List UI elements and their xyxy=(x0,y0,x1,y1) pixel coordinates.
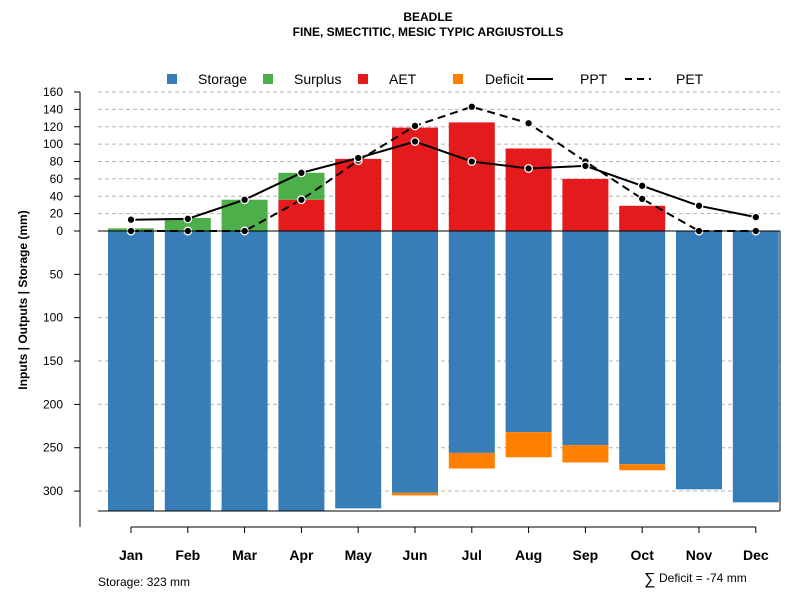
storage-footnote: Storage: 323 mm xyxy=(98,575,190,589)
storage-bar xyxy=(505,231,552,433)
pet-point xyxy=(524,118,534,128)
aet-bar xyxy=(505,148,552,231)
legend-swatch xyxy=(358,74,368,84)
ppt-point xyxy=(183,214,193,224)
ppt-point xyxy=(751,212,761,222)
pet-point xyxy=(410,121,420,131)
ppt-point xyxy=(410,137,420,146)
storage-bar xyxy=(221,231,268,511)
storage-bar xyxy=(278,231,325,511)
aet-bar xyxy=(278,199,325,231)
y-tick-label: 250 xyxy=(43,441,63,455)
y-tick-label: 0 xyxy=(56,224,63,238)
ppt-point xyxy=(353,153,363,163)
pet-point xyxy=(296,195,306,205)
aet-bar xyxy=(335,158,382,231)
pet-point xyxy=(637,194,647,204)
y-tick-label: 160 xyxy=(43,85,63,99)
pet-point xyxy=(467,102,477,112)
y-tick-label: 40 xyxy=(50,189,64,203)
x-tick-label: Mar xyxy=(232,547,257,563)
bars xyxy=(108,122,779,511)
storage-bar xyxy=(164,231,211,511)
ppt-point xyxy=(694,201,704,211)
axes: 0 20 40 60 80 100 120 140 160 50 100 150 200 250 300 Ja… xyxy=(43,85,781,563)
legend-label: Surplus xyxy=(294,71,341,87)
ppt-point xyxy=(524,163,534,173)
storage-bar xyxy=(335,231,382,509)
x-tick-label: Jul xyxy=(462,547,482,563)
y-tick-label: 100 xyxy=(43,311,63,325)
legend-label: Deficit xyxy=(485,71,524,87)
y-tick-label: 200 xyxy=(43,397,63,411)
surplus-bar xyxy=(278,172,325,200)
deficit-bar xyxy=(562,445,609,463)
x-tick-label: Oct xyxy=(631,547,655,563)
x-tick-label: Feb xyxy=(175,547,200,563)
gridlines xyxy=(98,91,780,492)
surplus-bar xyxy=(164,217,211,231)
ppt-point xyxy=(126,215,136,225)
deficit-footnote: Deficit = -74 mm xyxy=(659,571,747,585)
ppt-point xyxy=(467,157,477,166)
deficit-bar xyxy=(448,452,495,469)
aet-bar xyxy=(619,205,666,231)
ppt-point xyxy=(637,181,647,191)
ppt-line xyxy=(130,140,756,221)
y-tick-label: 300 xyxy=(43,484,63,498)
deficit-bar xyxy=(505,432,552,458)
x-tick-label: Sep xyxy=(573,547,599,563)
x-tick-label: Apr xyxy=(289,547,314,563)
legend-label: AET xyxy=(389,71,417,87)
ppt-point xyxy=(580,161,590,171)
y-tick-label: 60 xyxy=(50,172,64,186)
y-tick-label: 80 xyxy=(50,155,64,169)
sum-symbol: ∑ xyxy=(644,571,655,588)
x-tick-label: May xyxy=(345,547,372,563)
chart-title: BEADLE xyxy=(403,10,452,24)
y-tick-label: 50 xyxy=(50,267,64,281)
y-tick-label: 140 xyxy=(43,102,63,116)
storage-bar xyxy=(562,231,609,446)
legend-swatch xyxy=(263,74,273,84)
y-tick-label: 100 xyxy=(43,137,63,151)
legend-swatch xyxy=(453,74,463,84)
y-axis-label: Inputs | Outputs | Storage (mm) xyxy=(16,210,30,389)
legend-label: PET xyxy=(676,71,704,87)
storage-bar xyxy=(108,231,154,511)
deficit-bar xyxy=(619,464,666,471)
ppt-point xyxy=(240,195,250,205)
storage-bar xyxy=(619,231,666,465)
y-tick-label: 120 xyxy=(43,120,63,134)
storage-bar xyxy=(676,231,722,490)
aet-bar xyxy=(562,178,609,231)
y-tick-label: 20 xyxy=(50,207,64,221)
legend-label: Storage xyxy=(198,71,247,87)
chart-subtitle: FINE, SMECTITIC, MESIC TYPIC ARGIUSTOLLS xyxy=(293,25,564,39)
x-tick-label: Jun xyxy=(403,547,428,563)
deficit-bar xyxy=(392,492,438,496)
storage-bar xyxy=(448,231,495,453)
legend: Storage Surplus AET Deficit PPT PET xyxy=(167,71,704,87)
legend-label: PPT xyxy=(580,71,608,87)
aet-bar xyxy=(448,122,495,231)
x-tick-label: Nov xyxy=(686,547,713,563)
legend-swatch xyxy=(167,74,177,84)
x-tick-label: Aug xyxy=(515,547,542,563)
x-tick-label: Jan xyxy=(119,547,143,563)
y-tick-label: 150 xyxy=(43,354,63,368)
storage-bar xyxy=(392,231,438,493)
x-tick-label: Dec xyxy=(743,547,769,563)
storage-bar xyxy=(732,231,779,503)
ppt-point xyxy=(296,168,306,178)
